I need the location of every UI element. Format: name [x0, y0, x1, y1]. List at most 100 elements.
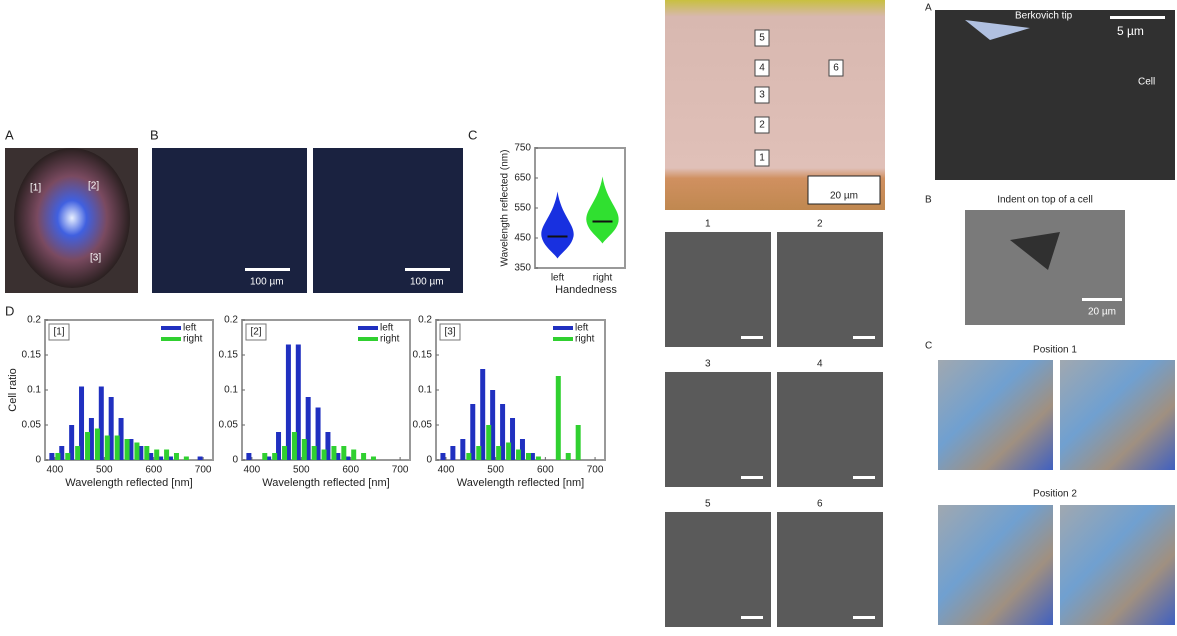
- bar: [49, 453, 55, 460]
- panel-label: A: [5, 127, 14, 142]
- optical-image: [1060, 360, 1175, 470]
- bar: [440, 453, 446, 460]
- bar: [291, 432, 297, 460]
- scale-label: 100 µm: [410, 277, 444, 288]
- x-tick-label: 600: [342, 465, 359, 476]
- sem-label: 4: [817, 359, 823, 370]
- x-tick-label: 500: [487, 465, 504, 476]
- y-tick-label: 0.1: [224, 385, 238, 396]
- bar: [315, 407, 321, 460]
- y-tick-label: 0: [232, 455, 238, 466]
- panel-tag: [2]: [250, 327, 261, 338]
- bar: [69, 425, 75, 460]
- bar: [282, 446, 288, 460]
- indent: [1010, 232, 1060, 270]
- bar: [460, 439, 466, 460]
- scale-bar: [741, 476, 763, 479]
- bar: [118, 418, 124, 460]
- y-tick-label: 650: [514, 173, 531, 184]
- scale-bar: [245, 268, 290, 271]
- x-tick-label: right: [593, 273, 613, 284]
- bar: [272, 453, 278, 460]
- bar: [246, 453, 252, 460]
- bar: [341, 446, 347, 460]
- bar: [148, 453, 154, 460]
- bar: [486, 425, 492, 460]
- bar: [500, 404, 506, 460]
- x-tick-label: 700: [587, 465, 604, 476]
- panel-box: [439, 323, 461, 341]
- bar: [144, 446, 150, 460]
- bar: [295, 344, 301, 460]
- bar: [321, 449, 327, 460]
- bar: [565, 453, 571, 460]
- x-tick-label: 500: [293, 465, 310, 476]
- optical-image: [938, 505, 1053, 625]
- layer-box: [754, 59, 770, 77]
- bar: [138, 446, 144, 460]
- micrograph: [313, 148, 463, 293]
- bar: [555, 376, 561, 460]
- photo-label: [2]: [88, 181, 99, 192]
- sem-label: 1: [705, 219, 711, 230]
- photo-disc: [14, 148, 130, 288]
- y-tick-label: 0.05: [413, 420, 433, 431]
- layer-box: [754, 86, 770, 104]
- x-axis-label: Wavelength reflected [nm]: [262, 477, 389, 489]
- y-tick-label: 0.05: [22, 420, 42, 431]
- bar: [496, 446, 502, 460]
- panel-label: A: [925, 3, 932, 14]
- scale-bar: [405, 268, 450, 271]
- scale-bar: [853, 476, 875, 479]
- layer-label: 1: [759, 153, 765, 164]
- photo-label: [1]: [30, 183, 41, 194]
- x-axis-label: Wavelength reflected [nm]: [65, 477, 192, 489]
- y-tick-label: 350: [514, 263, 531, 274]
- sem-image: [777, 372, 883, 487]
- y-tick-label: 0.2: [418, 315, 432, 326]
- layer-label: 3: [759, 90, 765, 101]
- legend-label: left: [575, 323, 589, 334]
- bar: [124, 439, 130, 460]
- scale-bar: [741, 336, 763, 339]
- scale-box: [807, 175, 881, 205]
- bar: [128, 439, 134, 460]
- y-tick-label: 0: [426, 455, 432, 466]
- tip-label: Berkovich tip: [1015, 11, 1073, 22]
- bar: [325, 432, 331, 460]
- y-tick-label: 0.15: [219, 350, 239, 361]
- caption: Indent on top of a cell: [997, 195, 1093, 206]
- x-tick-label: 700: [195, 465, 212, 476]
- y-axis-label: Wavelength reflected (nm): [500, 150, 511, 267]
- layer-label: 2: [759, 120, 765, 131]
- bar: [490, 390, 496, 460]
- bar: [85, 432, 91, 460]
- cell-label: Cell: [1138, 77, 1155, 88]
- bar: [311, 446, 317, 460]
- caption: Position 2: [1033, 489, 1077, 500]
- legend-label: left: [183, 323, 197, 334]
- scale-bar: [741, 616, 763, 619]
- bar: [197, 456, 203, 460]
- layer-box: [754, 149, 770, 167]
- bar: [535, 456, 541, 460]
- bar: [266, 456, 272, 460]
- layer-label: 4: [759, 63, 765, 74]
- layer-box: [754, 29, 770, 47]
- bar: [361, 453, 367, 460]
- bar: [529, 453, 535, 460]
- layer-box: [828, 59, 844, 77]
- bar: [158, 456, 164, 460]
- bar: [75, 446, 81, 460]
- y-tick-label: 0.2: [224, 315, 238, 326]
- y-tick-label: 0.1: [27, 385, 41, 396]
- panel-label: B: [925, 195, 932, 206]
- bar: [335, 453, 341, 460]
- bar: [370, 456, 376, 460]
- bar: [345, 456, 351, 460]
- bar: [104, 435, 110, 460]
- bar: [183, 456, 189, 460]
- tip-icon: [965, 20, 1030, 40]
- bar: [285, 344, 291, 460]
- layer-label: 5: [759, 33, 765, 44]
